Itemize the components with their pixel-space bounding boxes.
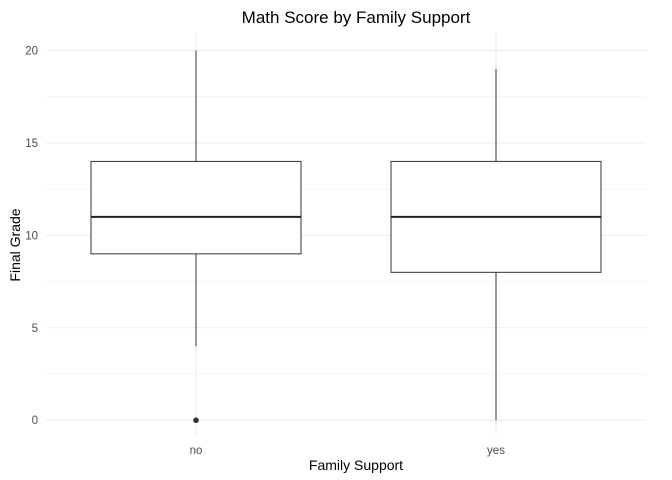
y-tick-label: 15: [25, 138, 38, 150]
outlier-point: [193, 417, 199, 424]
x-axis-ticks: no yes: [190, 445, 506, 457]
y-tick-label: 0: [32, 415, 38, 427]
y-axis-title: Final Grade: [7, 208, 23, 281]
y-tick-label: 5: [32, 323, 38, 335]
box-no: [90, 50, 302, 424]
x-tick-label: yes: [487, 445, 505, 457]
boxes: [90, 50, 602, 424]
y-axis-ticks: 0 5 10 15 20: [25, 45, 38, 427]
y-tick-label: 10: [25, 230, 38, 242]
y-tick-label: 20: [25, 45, 38, 57]
box-yes: [390, 68, 602, 421]
x-axis-title: Family Support: [309, 457, 403, 473]
chart-title: Math Score by Family Support: [242, 8, 471, 27]
iqr-box: [90, 160, 302, 255]
x-tick-label: no: [190, 445, 203, 457]
